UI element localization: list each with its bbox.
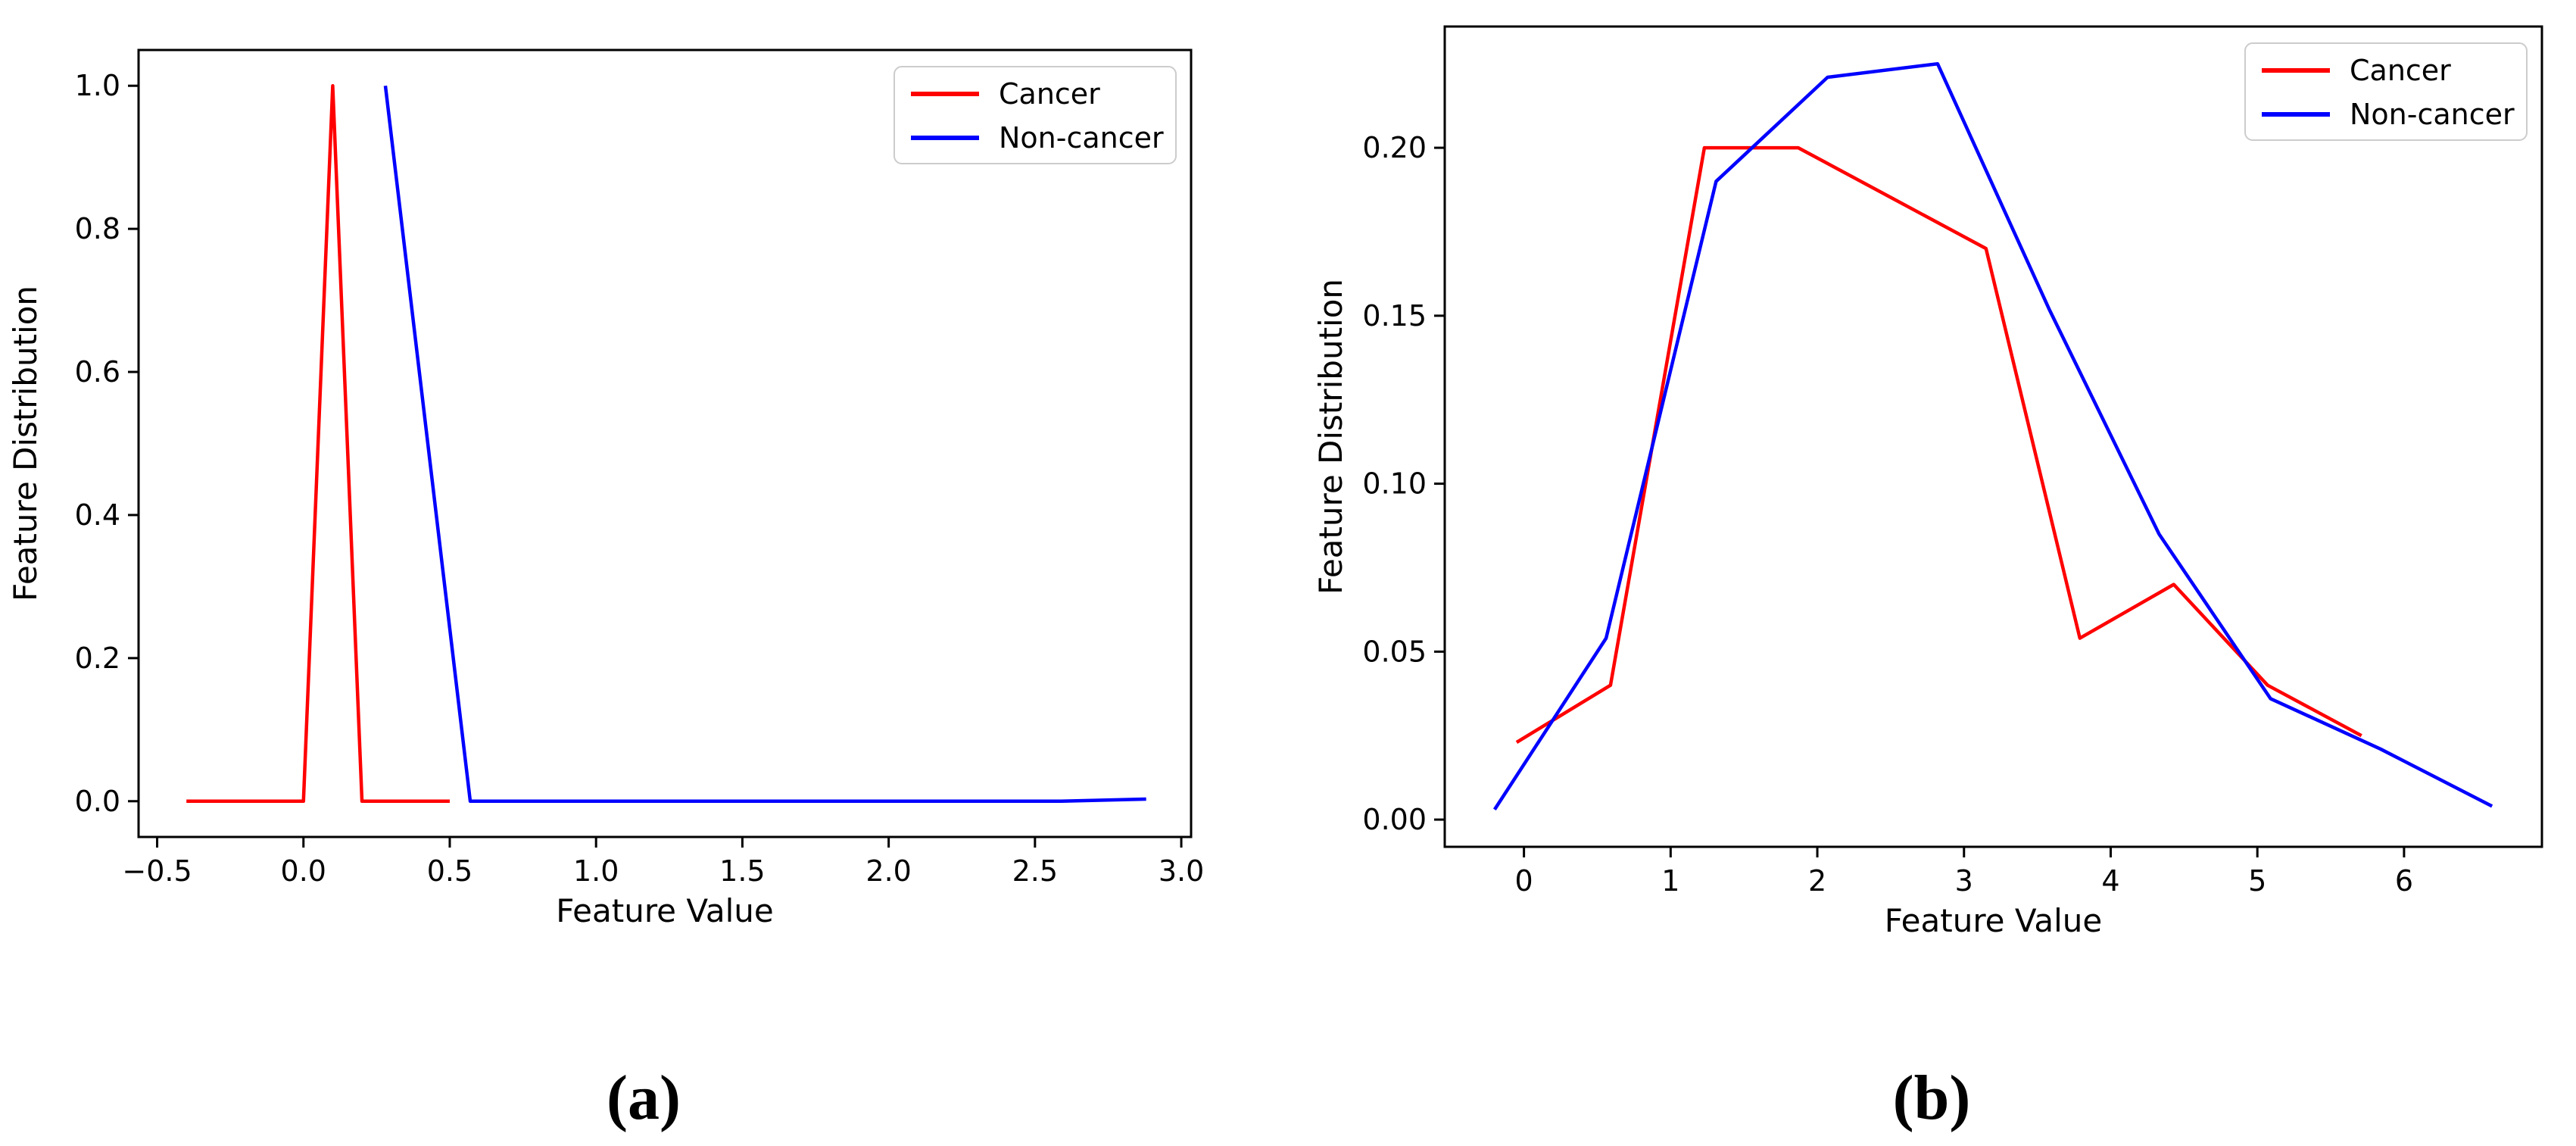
legend-label: Cancer: [999, 77, 1100, 111]
legend-label: Non-cancer: [999, 121, 1164, 155]
non-cancer-line: [383, 85, 1146, 804]
x-axis-label: Feature Value: [556, 892, 773, 929]
x-tick-label: 3.0: [1159, 854, 1204, 888]
y-tick-label: 0.20: [1362, 131, 1427, 164]
x-tick-label: 2.0: [865, 854, 911, 888]
x-tick-label: 3: [1955, 864, 1973, 898]
x-tick-label: −0.5: [122, 854, 192, 888]
y-tick-label: 0.00: [1362, 803, 1427, 836]
y-tick-label: 0.6: [75, 355, 120, 389]
y-tick-label: 0.0: [75, 785, 120, 818]
chart-a-panel: −0.5 0.0 0.5 1.0 1.5 2.0 2.5 3.0 0.0 0.2 0.4 0.6 0.8…: [0, 0, 1287, 1140]
x-tick-label: 2.5: [1012, 854, 1058, 888]
y-axis-label: Feature Distribution: [1312, 279, 1349, 595]
axes-frame: [137, 48, 1193, 838]
chart-a-plot: −0.5 0.0 0.5 1.0 1.5 2.0 2.5 3.0 0.0 0.2 0.4 0.6 0.8…: [7, 48, 1204, 929]
y-tick-label: 0.15: [1362, 299, 1427, 333]
x-tick-label: 0.0: [281, 854, 326, 888]
cancer-line: [1515, 145, 2362, 744]
y-tick-label: 0.05: [1362, 635, 1427, 668]
chart-b-panel: 0 1 2 3 4 5 6 0.00 0.05 0.10 0.15 0.20 Feature Value…: [1287, 0, 2576, 1140]
x-tick-label: 5: [2248, 864, 2266, 898]
x-tick-label: 0: [1515, 864, 1533, 898]
x-tick-label: 4: [2101, 864, 2119, 898]
cancer-line: [186, 83, 450, 804]
chart-a-caption: (a): [607, 1063, 681, 1133]
x-tick-label: 0.5: [427, 854, 472, 888]
y-axis-label: Feature Distribution: [7, 286, 44, 601]
y-tick-label: 0.10: [1362, 467, 1427, 501]
y-tick-label: 1.0: [75, 69, 120, 102]
chart-b-caption: (b): [1892, 1063, 1971, 1133]
x-tick-label: 1.5: [719, 854, 765, 888]
y-tick-label: 0.4: [75, 498, 120, 532]
x-tick-label: 1: [1661, 864, 1679, 898]
x-tick-label: 1.0: [573, 854, 619, 888]
x-axis-label: Feature Value: [1885, 902, 2102, 939]
axes-frame: [1443, 25, 2543, 848]
x-tick-label: 2: [1808, 864, 1826, 898]
legend-label: Non-cancer: [2350, 98, 2515, 131]
y-tick-label: 0.2: [75, 642, 120, 675]
chart-b-plot: 0 1 2 3 4 5 6 0.00 0.05 0.10 0.15 0.20 Feature Value…: [1312, 25, 2543, 939]
y-tick-label: 0.8: [75, 212, 120, 245]
legend-label: Cancer: [2350, 54, 2451, 87]
x-tick-label: 6: [2395, 864, 2413, 898]
non-cancer-line: [1492, 61, 2493, 810]
